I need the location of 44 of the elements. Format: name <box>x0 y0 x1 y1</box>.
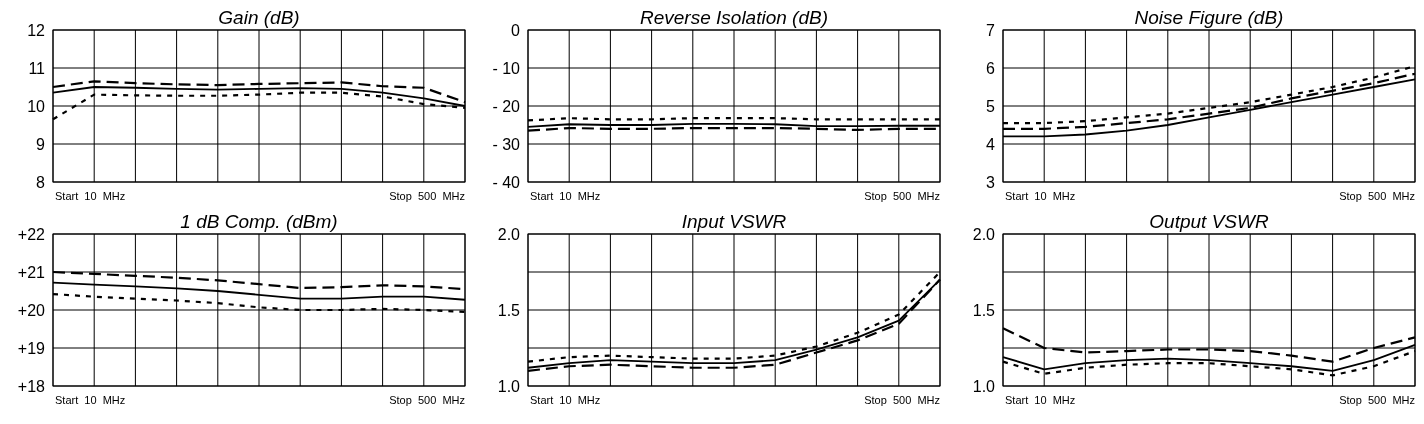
y-tick-label: 6 <box>986 59 996 77</box>
text: Start 10 MHz <box>55 190 126 202</box>
y-tick-label: 9 <box>36 135 46 153</box>
text: Stop 500 MHz <box>1339 394 1415 406</box>
y-tick-label: - 20 <box>492 97 521 115</box>
y-tick-label: 0 <box>511 21 521 39</box>
y-tick-label: 5 <box>986 97 996 115</box>
y-tick-label: 1.0 <box>497 377 521 395</box>
text: Start 10 MHz <box>1005 394 1076 406</box>
text: Start 10 MHz <box>55 394 126 406</box>
text: Start 10 MHz <box>1005 190 1076 202</box>
text: Stop 500 MHz <box>864 190 940 202</box>
y-tick-label: 2.0 <box>497 225 521 243</box>
y-tick-label: +19 <box>17 339 46 357</box>
y-tick-label: 2.0 <box>972 225 996 243</box>
y-tick-label: 1.0 <box>972 377 996 395</box>
y-tick-label: 8 <box>36 173 46 191</box>
y-tick-label: +22 <box>17 225 46 243</box>
y-tick-label: 10 <box>27 97 46 115</box>
y-tick-label: 1.5 <box>972 301 996 319</box>
y-tick-label: - 30 <box>492 135 521 153</box>
y-tick-label: 3 <box>986 173 996 191</box>
y-tick-label: - 40 <box>492 173 521 191</box>
chart-title: Reverse Isolation (dB) <box>640 7 828 28</box>
y-tick-label: 7 <box>986 21 996 39</box>
chart-title: Input VSWR <box>681 211 787 232</box>
text: Stop 500 MHz <box>1339 190 1415 202</box>
text: Stop 500 MHz <box>389 190 465 202</box>
chart-title: Noise Figure (dB) <box>1134 7 1284 28</box>
text: Start 10 MHz <box>530 190 601 202</box>
y-tick-label: +18 <box>17 377 46 395</box>
y-tick-label: 12 <box>27 21 46 39</box>
text: Stop 500 MHz <box>864 394 940 406</box>
y-tick-label: 11 <box>28 59 46 77</box>
text: Stop 500 MHz <box>389 394 465 406</box>
y-tick-label: +20 <box>17 301 46 319</box>
text: Start 10 MHz <box>530 394 601 406</box>
y-tick-label: 1.5 <box>497 301 521 319</box>
y-tick-label: +21 <box>17 263 46 281</box>
chart-title: Gain (dB) <box>218 7 300 28</box>
chart-title: 1 dB Comp. (dBm) <box>180 211 338 232</box>
chart-title: Output VSWR <box>1149 211 1269 232</box>
y-tick-label: - 10 <box>492 59 521 77</box>
y-tick-label: 4 <box>986 135 996 153</box>
